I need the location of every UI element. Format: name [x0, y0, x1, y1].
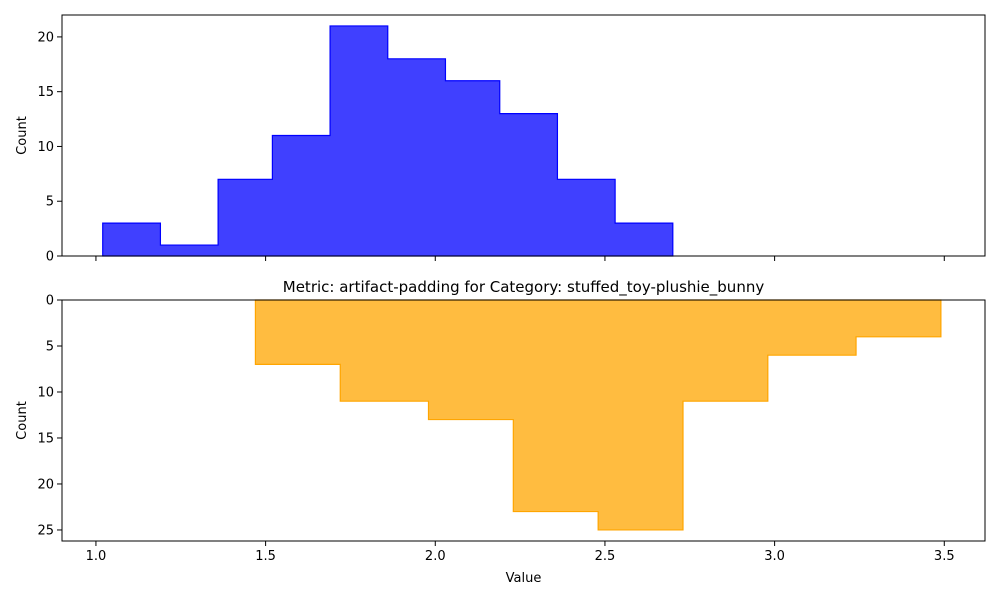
- histogram-bar-2: [160, 245, 218, 256]
- histogram-bar-8: [856, 300, 941, 337]
- histogram-bar-7: [445, 81, 499, 256]
- chart-panel-1: 0 5 10 15 20 Count: [15, 14, 986, 265]
- chart-panel-2: 0 5 10 15 20 25 1.0 1.5 2.0 2.5 3.0 3.5 Count Value Me…: [15, 278, 986, 586]
- histogram-bar-6: [683, 300, 768, 401]
- x-tick-label: 3.5: [934, 549, 955, 564]
- histogram-bar-1: [255, 300, 340, 364]
- y-tick-label: 20: [37, 477, 54, 492]
- y-tick-label: 25: [37, 523, 54, 538]
- x-tick-label: 1.5: [255, 549, 276, 564]
- chart-title: Metric: artifact-padding for Category: s…: [283, 278, 765, 297]
- histogram-bar-3: [218, 179, 272, 256]
- y-tick-label: 10: [37, 385, 54, 400]
- y-tick-label: 0: [46, 250, 54, 265]
- y-tick-label: 20: [37, 30, 54, 45]
- histogram-bar-8: [500, 114, 558, 256]
- x-axis-label: Value: [506, 571, 542, 586]
- histogram-series: [254, 299, 942, 531]
- y-tick-label: 10: [37, 140, 54, 155]
- x-tick-label: 2.0: [425, 549, 446, 564]
- axes-frame: [61, 14, 986, 257]
- histogram-bar-7: [768, 300, 856, 355]
- histogram-bar-3: [428, 300, 513, 420]
- histogram-bar-4: [272, 136, 330, 257]
- histogram-bar-5: [598, 300, 683, 530]
- y-tick-label: 15: [37, 85, 54, 100]
- histogram-bar-9: [557, 179, 615, 256]
- y-tick-label: 5: [46, 195, 54, 210]
- histogram-bar-2: [340, 300, 428, 401]
- histogram-bar-4: [513, 300, 598, 512]
- histogram-bar-1: [103, 223, 161, 256]
- x-tick-label: 3.0: [764, 549, 785, 564]
- histogram-bar-10: [615, 223, 673, 256]
- histogram-series: [102, 25, 674, 257]
- axes-frame: [61, 299, 986, 542]
- y-tick-label: 15: [37, 431, 54, 446]
- y-tick-label: 5: [46, 339, 54, 354]
- x-tick-label: 1.0: [86, 549, 107, 564]
- histogram-bar-6: [388, 59, 446, 256]
- y-axis-label: Count: [15, 401, 30, 440]
- y-tick-label: 0: [46, 294, 54, 309]
- x-tick-label: 2.5: [595, 549, 616, 564]
- y-axis-label: Count: [15, 116, 30, 155]
- histogram-bar-5: [330, 26, 388, 256]
